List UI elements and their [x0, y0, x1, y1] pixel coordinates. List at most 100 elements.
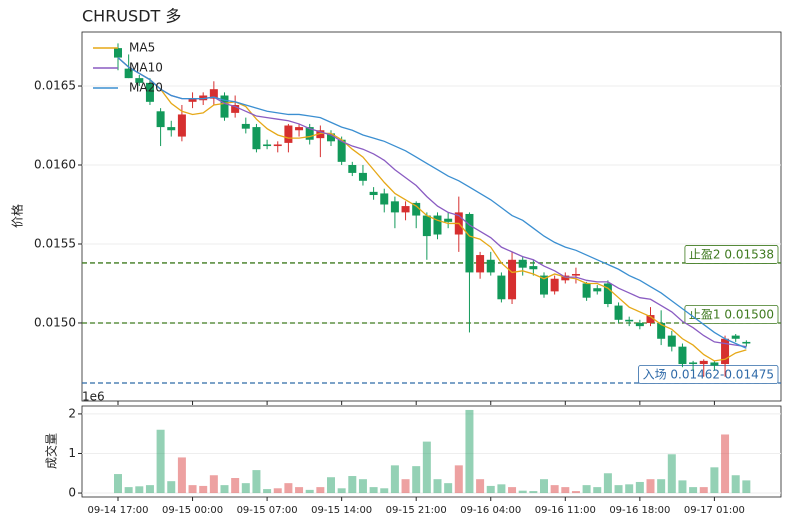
volume-bar	[721, 434, 730, 494]
volume-bar	[273, 488, 282, 494]
level-label: 入场 0.01462-0.01475	[638, 365, 779, 384]
volume-bar	[689, 487, 698, 494]
candle-body	[465, 213, 474, 273]
candle-body	[550, 278, 559, 292]
y-tick-label: 0.0165	[34, 79, 76, 93]
volume-bar	[540, 479, 548, 494]
volume-bar	[465, 409, 474, 494]
candle-body	[316, 130, 325, 139]
volume-tick-label: 0	[68, 486, 76, 500]
volume-bar	[625, 484, 634, 494]
candle-body	[337, 139, 346, 162]
ma-line	[117, 57, 747, 362]
candle-body	[124, 68, 133, 79]
y-axis-label: 价格	[10, 204, 25, 228]
candle-body	[614, 305, 623, 320]
x-tick-label: 09-15 21:00	[386, 505, 447, 516]
candle-body	[401, 206, 410, 213]
candle-body	[508, 259, 517, 300]
volume-panel	[81, 405, 782, 498]
candle-body	[529, 266, 538, 270]
volume-bar	[412, 466, 421, 494]
legend-label: MA20	[129, 81, 163, 95]
candle-body	[145, 82, 154, 102]
volume-bar	[742, 480, 751, 494]
candle-body	[348, 165, 357, 173]
candle-body	[518, 259, 527, 268]
volume-bar	[444, 483, 453, 494]
volume-bar	[156, 429, 165, 494]
candle-body	[390, 201, 399, 213]
volume-bar	[135, 486, 144, 494]
volume-bar	[252, 470, 261, 494]
candle-body	[231, 104, 240, 113]
volume-bar	[199, 485, 208, 494]
volume-bar	[657, 479, 666, 494]
volume-bar	[529, 491, 538, 494]
volume-tick-label: 1	[68, 446, 76, 460]
candle-body	[657, 322, 666, 339]
volume-bar	[241, 483, 250, 494]
level-label-box	[638, 365, 779, 384]
volume-bar	[550, 485, 559, 494]
volume-bar	[231, 478, 240, 494]
volume-bar	[614, 485, 623, 494]
candle-body	[646, 315, 655, 323]
candle-body	[369, 191, 378, 196]
x-tick-label: 09-15 07:00	[237, 505, 298, 516]
candle-body	[241, 123, 250, 129]
level-label-box	[684, 305, 779, 324]
candle-body	[433, 215, 442, 235]
candle-body	[412, 202, 421, 216]
candle-body	[582, 283, 591, 298]
candle-body	[167, 127, 176, 131]
y-tick-label: 0.0160	[34, 158, 76, 172]
candle-body	[476, 255, 485, 273]
volume-bar	[209, 475, 218, 494]
level-label-box	[684, 245, 779, 264]
candle-body	[273, 144, 282, 147]
volume-bar	[188, 485, 197, 494]
candle-body	[699, 360, 708, 365]
volume-axis-label: 成交量	[44, 433, 59, 469]
ma-line	[117, 57, 747, 348]
volume-bar	[731, 475, 740, 494]
volume-bar	[348, 476, 357, 494]
candle-body	[625, 319, 634, 322]
volume-bar	[561, 487, 570, 494]
candle-body	[156, 111, 165, 128]
y-tick-label: 0.0155	[34, 236, 76, 250]
price-panel	[81, 31, 782, 402]
volume-bar	[305, 489, 314, 494]
candle-body	[742, 341, 751, 344]
volume-offset-label: 1e6	[82, 390, 105, 404]
candle-body	[444, 218, 453, 222]
candle-body	[721, 338, 730, 365]
volume-tick-label: 2	[68, 406, 76, 420]
candle-body	[199, 95, 208, 101]
candle-body	[305, 127, 314, 140]
candle-body	[593, 288, 602, 292]
volume-bar	[124, 487, 133, 494]
volume-bar	[380, 488, 389, 494]
candle-body	[135, 78, 144, 83]
x-tick-label: 09-17 01:00	[684, 505, 745, 516]
candle-body	[358, 172, 367, 181]
candle-body	[603, 283, 612, 305]
volume-bar	[263, 489, 272, 494]
x-tick-label: 09-14 17:00	[87, 505, 148, 516]
volume-bar	[635, 481, 644, 494]
volume-bar	[593, 487, 602, 494]
y-tick-label: 0.0150	[34, 315, 76, 329]
volume-bar	[337, 488, 346, 494]
volume-bar	[422, 441, 431, 494]
candle-body	[422, 215, 431, 237]
volume-bar	[476, 479, 485, 494]
volume-bar	[145, 485, 154, 494]
volume-bar	[433, 479, 442, 494]
volume-bar	[486, 485, 495, 494]
volume-bar	[571, 491, 580, 494]
candle-body	[327, 133, 335, 142]
legend-label: MA10	[129, 61, 163, 75]
